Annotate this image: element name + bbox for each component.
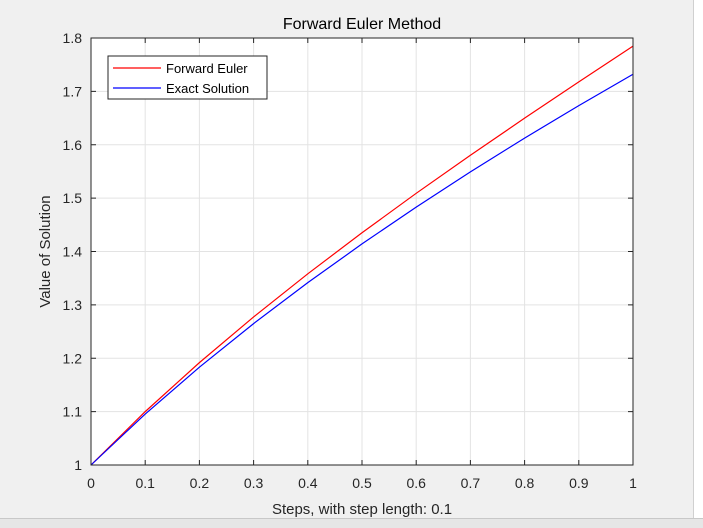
y-tick-label: 1.1 [63, 404, 83, 420]
legend: Forward Euler Exact Solution [107, 55, 268, 100]
x-tick-label: 0.2 [190, 475, 210, 491]
series-line-exact-solution [90, 73, 634, 466]
bottom-edge-panel [0, 518, 703, 528]
x-tick-label: 0.6 [406, 475, 426, 491]
x-tick-label: 0.7 [461, 475, 481, 491]
ticks: 0 0.1 0.2 0.3 0.4 0.5 0.6 0.7 0.8 0.9 1 1 1.1 1.2 1.3 1… [63, 30, 638, 491]
y-tick-label: 1.2 [63, 350, 83, 366]
x-tick-label: 0 [87, 475, 95, 491]
y-tick-label: 1.7 [63, 83, 83, 99]
y-tick-label: 1.4 [63, 244, 83, 260]
x-tick-label: 0.1 [135, 475, 155, 491]
legend-box [107, 55, 268, 100]
x-tick-label: 0.4 [298, 475, 318, 491]
legend-entry-label: Forward Euler [166, 61, 248, 76]
y-tick-label: 1.8 [63, 30, 83, 46]
x-tick-label: 0.8 [515, 475, 535, 491]
x-tick-label: 1 [629, 475, 637, 491]
x-axis-title: Steps, with step length: 0.1 [272, 501, 452, 518]
y-tick-label: 1.6 [63, 137, 83, 153]
x-tick-label: 0.3 [244, 475, 264, 491]
series-line-forward-euler [90, 45, 634, 466]
y-tick-label: 1 [74, 457, 82, 473]
legend-entry-label: Exact Solution [166, 81, 249, 96]
y-axis-title: Value of Solution [37, 195, 54, 307]
y-tick-label: 1.3 [63, 297, 83, 313]
right-edge-panel [693, 0, 703, 527]
x-tick-label: 0.9 [569, 475, 589, 491]
x-tick-label: 0.5 [352, 475, 372, 491]
series-layer [90, 45, 634, 466]
chart-title: Forward Euler Method [283, 16, 441, 33]
y-tick-label: 1.5 [63, 190, 83, 206]
